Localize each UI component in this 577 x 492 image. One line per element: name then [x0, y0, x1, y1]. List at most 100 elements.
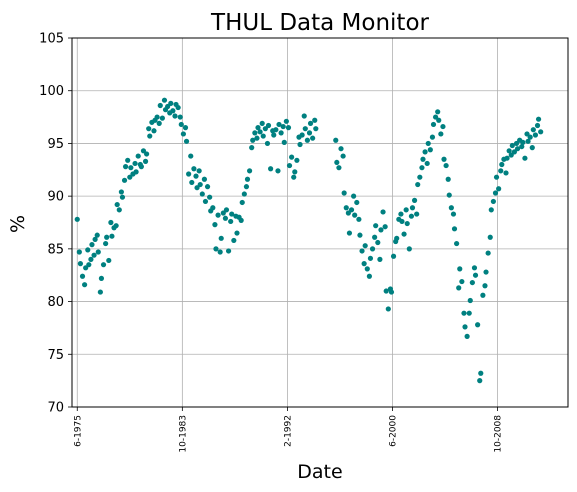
data-point — [478, 370, 484, 376]
data-point — [429, 134, 436, 140]
data-point — [259, 120, 265, 126]
data-point — [519, 143, 525, 150]
data-point — [414, 211, 420, 217]
data-point — [246, 168, 253, 174]
data-point — [95, 249, 101, 255]
data-point — [165, 103, 171, 110]
data-point — [207, 194, 213, 200]
data-point — [180, 131, 186, 137]
data-point — [351, 193, 357, 199]
data-point — [241, 191, 247, 197]
data-point — [151, 128, 157, 134]
data-point — [243, 184, 250, 190]
data-point — [119, 194, 126, 200]
data-point — [304, 137, 310, 143]
data-point — [352, 212, 358, 218]
data-point — [399, 218, 405, 225]
data-point — [525, 138, 531, 144]
data-points — [74, 97, 544, 384]
data-point — [74, 216, 80, 222]
data-point — [487, 234, 493, 240]
data-point — [375, 239, 381, 246]
data-point — [362, 243, 368, 249]
data-point — [154, 114, 160, 120]
data-point — [310, 135, 316, 141]
data-point — [503, 170, 509, 176]
y-tick-label: 95 — [47, 137, 64, 152]
data-point — [238, 217, 244, 223]
data-point — [86, 262, 92, 268]
data-point — [419, 165, 425, 171]
data-point — [461, 310, 467, 316]
data-point — [361, 261, 367, 267]
data-point — [157, 102, 163, 109]
y-axis-label: % — [7, 215, 29, 233]
data-point — [228, 218, 234, 225]
data-point — [255, 125, 261, 131]
data-point — [451, 226, 458, 232]
data-point — [147, 133, 153, 139]
data-point — [529, 145, 535, 151]
data-point — [462, 324, 468, 330]
data-point — [223, 207, 230, 213]
data-point — [398, 211, 404, 217]
data-point — [215, 212, 221, 218]
data-point — [493, 174, 500, 180]
data-point — [456, 285, 462, 291]
data-point — [450, 211, 457, 217]
data-point — [406, 246, 412, 252]
data-point — [85, 247, 91, 253]
data-point — [175, 104, 181, 111]
data-point — [128, 165, 134, 171]
data-point — [508, 152, 514, 158]
data-point — [291, 174, 297, 180]
data-point — [532, 132, 539, 138]
data-point — [334, 159, 340, 166]
data-point — [138, 164, 144, 170]
data-point — [346, 230, 353, 236]
data-point — [265, 122, 272, 129]
data-point — [364, 266, 370, 272]
data-point — [457, 266, 463, 272]
data-point — [504, 155, 510, 161]
data-point — [91, 252, 97, 258]
data-point — [302, 126, 308, 132]
data-point — [218, 235, 224, 241]
data-point — [422, 149, 428, 155]
data-point — [482, 283, 488, 289]
data-point — [415, 181, 421, 188]
data-point — [94, 232, 100, 238]
data-point — [306, 130, 313, 136]
data-point — [202, 198, 209, 205]
data-point — [222, 215, 229, 221]
data-point — [294, 157, 300, 163]
data-point — [262, 126, 268, 132]
data-point — [446, 192, 452, 198]
data-point — [231, 237, 237, 244]
data-point — [356, 216, 362, 222]
data-point — [172, 113, 178, 119]
x-tick-label: 10-1983 — [178, 415, 188, 453]
data-point — [189, 179, 195, 186]
data-point — [156, 120, 162, 126]
data-point — [135, 153, 141, 159]
data-point — [378, 227, 384, 233]
data-point — [509, 142, 515, 149]
data-point — [197, 181, 203, 188]
x-axis-label: Date — [297, 461, 342, 483]
data-point — [210, 205, 216, 211]
data-point — [366, 273, 372, 279]
data-point — [289, 154, 295, 160]
data-point — [108, 219, 114, 226]
data-point — [186, 171, 192, 177]
data-point — [133, 169, 139, 175]
data-point — [144, 151, 150, 157]
data-point — [257, 129, 263, 135]
x-tick-label: 6-2000 — [389, 415, 399, 447]
data-point — [496, 186, 502, 192]
data-point — [477, 378, 483, 384]
data-point — [271, 132, 277, 138]
data-point — [466, 310, 472, 316]
